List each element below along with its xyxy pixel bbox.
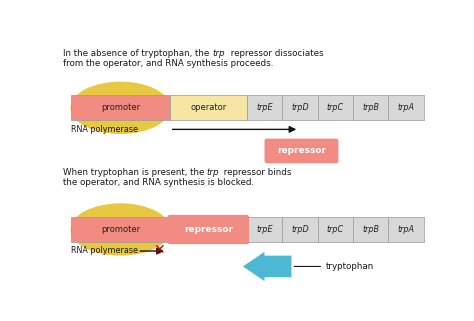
Text: When tryptophan is present, the: When tryptophan is present, the	[63, 168, 207, 177]
Bar	[318, 217, 353, 242]
Text: trpD: trpD	[291, 225, 309, 234]
Text: tryptophan: tryptophan	[294, 262, 374, 271]
Text: trp: trp	[206, 168, 219, 177]
FancyBboxPatch shape	[264, 139, 338, 163]
Text: the operator, and RNA synthesis is blocked.: the operator, and RNA synthesis is block…	[63, 178, 254, 187]
Text: trpC: trpC	[327, 103, 344, 112]
Bar	[247, 217, 282, 242]
Text: trpA: trpA	[398, 103, 415, 112]
Text: trpE: trpE	[256, 103, 273, 112]
Bar	[71, 96, 170, 120]
Text: promoter: promoter	[101, 225, 140, 234]
Text: from the operator, and RNA synthesis proceeds.: from the operator, and RNA synthesis pro…	[63, 58, 273, 67]
Bar	[353, 96, 389, 120]
Text: operator: operator	[190, 225, 227, 234]
Bar	[247, 96, 282, 120]
Text: trpD: trpD	[291, 103, 309, 112]
Bar	[170, 217, 247, 242]
Ellipse shape	[71, 82, 171, 134]
Text: trp: trp	[213, 48, 226, 57]
Text: trpA: trpA	[398, 225, 415, 234]
Text: RNA polymerase: RNA polymerase	[71, 125, 138, 134]
Text: ✕: ✕	[153, 243, 165, 257]
Text: operator: operator	[190, 103, 227, 112]
Text: repressor dissociates: repressor dissociates	[228, 48, 324, 57]
Text: RNA polymerase: RNA polymerase	[71, 247, 138, 256]
Text: trpC: trpC	[327, 225, 344, 234]
Bar	[282, 217, 318, 242]
Text: promoter: promoter	[101, 103, 140, 112]
FancyBboxPatch shape	[167, 215, 249, 244]
Bar	[353, 217, 389, 242]
Bar	[389, 217, 424, 242]
Bar	[318, 96, 353, 120]
Bar	[389, 96, 424, 120]
Text: trpE: trpE	[256, 225, 273, 234]
Text: trpB: trpB	[362, 225, 379, 234]
FancyArrow shape	[243, 252, 292, 281]
Bar	[71, 217, 170, 242]
Text: repressor: repressor	[277, 146, 326, 155]
Bar	[170, 96, 247, 120]
Text: In the absence of tryptophan, the: In the absence of tryptophan, the	[63, 48, 212, 57]
Bar	[282, 96, 318, 120]
Text: repressor: repressor	[184, 225, 233, 234]
Ellipse shape	[71, 203, 171, 256]
Text: trpB: trpB	[362, 103, 379, 112]
Text: repressor binds: repressor binds	[221, 168, 292, 177]
